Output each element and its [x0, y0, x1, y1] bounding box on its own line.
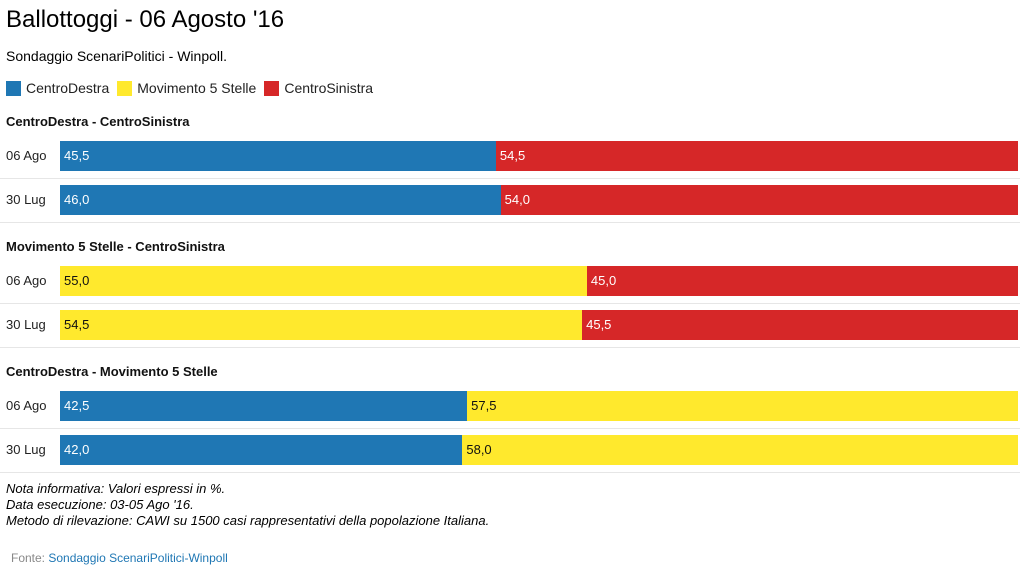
- row-separator: [0, 303, 1020, 304]
- data-label: 45,5: [64, 148, 90, 163]
- legend-label: Movimento 5 Stelle: [137, 80, 257, 96]
- source-prefix: Fonte:: [11, 551, 49, 565]
- data-label: 45,5: [586, 317, 612, 332]
- row-separator: [0, 472, 1020, 473]
- data-label: 57,5: [471, 398, 497, 413]
- row-label: 06 Ago: [6, 148, 47, 163]
- data-label: 42,5: [64, 398, 90, 413]
- data-label: 45,0: [590, 273, 617, 288]
- row-separator: [0, 178, 1020, 179]
- bar-segment: [60, 435, 463, 465]
- legend-swatch: [117, 80, 133, 96]
- chart-subtitle: Sondaggio ScenariPolitici - Winpoll.: [6, 48, 227, 64]
- bar-segment: [586, 266, 1018, 296]
- legend-swatch: [6, 80, 21, 96]
- group-title: Movimento 5 Stelle - CentroSinistra: [6, 239, 225, 254]
- group-title: CentroDestra - Movimento 5 Stelle: [6, 364, 218, 379]
- data-label: 42,0: [64, 442, 90, 457]
- legend-label: CentroSinistra: [284, 80, 374, 96]
- bar-row: 46,0 54,0: [60, 185, 1018, 215]
- note-line: Data esecuzione: 03-05 Ago '16.: [6, 497, 194, 512]
- data-label: 54,0: [504, 192, 530, 207]
- row-label: 30 Lug: [6, 192, 46, 207]
- bar-segment: [495, 141, 1018, 171]
- source-link[interactable]: Sondaggio ScenariPolitici-Winpoll: [48, 551, 228, 565]
- legend-label: CentroDestra: [26, 80, 110, 96]
- row-label: 06 Ago: [6, 273, 47, 288]
- chart-legend: CentroDestra Movimento 5 Stelle CentroSini…: [6, 79, 381, 97]
- bar-segment: [60, 185, 501, 215]
- row-label: 30 Lug: [6, 317, 46, 332]
- group-title: CentroDestra - CentroSinistra: [6, 114, 190, 129]
- data-label: 54,5: [499, 148, 526, 163]
- bar-row: 54,5 45,5: [60, 310, 1018, 340]
- bar-segment: [467, 391, 1018, 421]
- bar-row: 55,0 45,0: [60, 266, 1018, 296]
- legend-item: CentroDestra: [6, 80, 109, 96]
- bar-segment: [60, 391, 468, 421]
- note-line: Metodo di rilevazione: CAWI su 1500 casi…: [6, 513, 490, 528]
- data-label: 46,0: [64, 192, 90, 207]
- row-label: 30 Lug: [6, 442, 46, 457]
- legend-swatch: [264, 80, 280, 96]
- row-separator: [0, 428, 1020, 429]
- bar-row: 42,5 57,5: [60, 391, 1018, 421]
- legend-item: CentroSinistra: [264, 80, 373, 96]
- row-separator: [0, 347, 1020, 348]
- notes: Nota informativa: Valori espressi in %. …: [6, 481, 489, 529]
- chart-title: Ballottoggi - 06 Agosto '16: [6, 6, 285, 33]
- bar-segment: [60, 141, 496, 171]
- note-line: Nota informativa: Valori espressi in %.: [6, 481, 226, 496]
- bar-segment: [462, 435, 1018, 465]
- bar-segment: [500, 185, 1018, 215]
- data-label: 54,5: [64, 317, 90, 332]
- bar-row: 45,5 54,5: [60, 141, 1018, 171]
- row-label: 06 Ago: [6, 398, 47, 413]
- row-separator: [0, 222, 1020, 223]
- data-label: 55,0: [64, 273, 90, 288]
- data-label: 58,0: [466, 442, 492, 457]
- bar-row: 42,0 58,0: [60, 435, 1018, 465]
- legend-item: Movimento 5 Stelle: [117, 80, 256, 96]
- source: Fonte: Sondaggio ScenariPolitici-Winpoll: [11, 551, 228, 565]
- bar-segment: [60, 266, 587, 296]
- bar-segment: [582, 310, 1018, 340]
- bar-segment: [60, 310, 583, 340]
